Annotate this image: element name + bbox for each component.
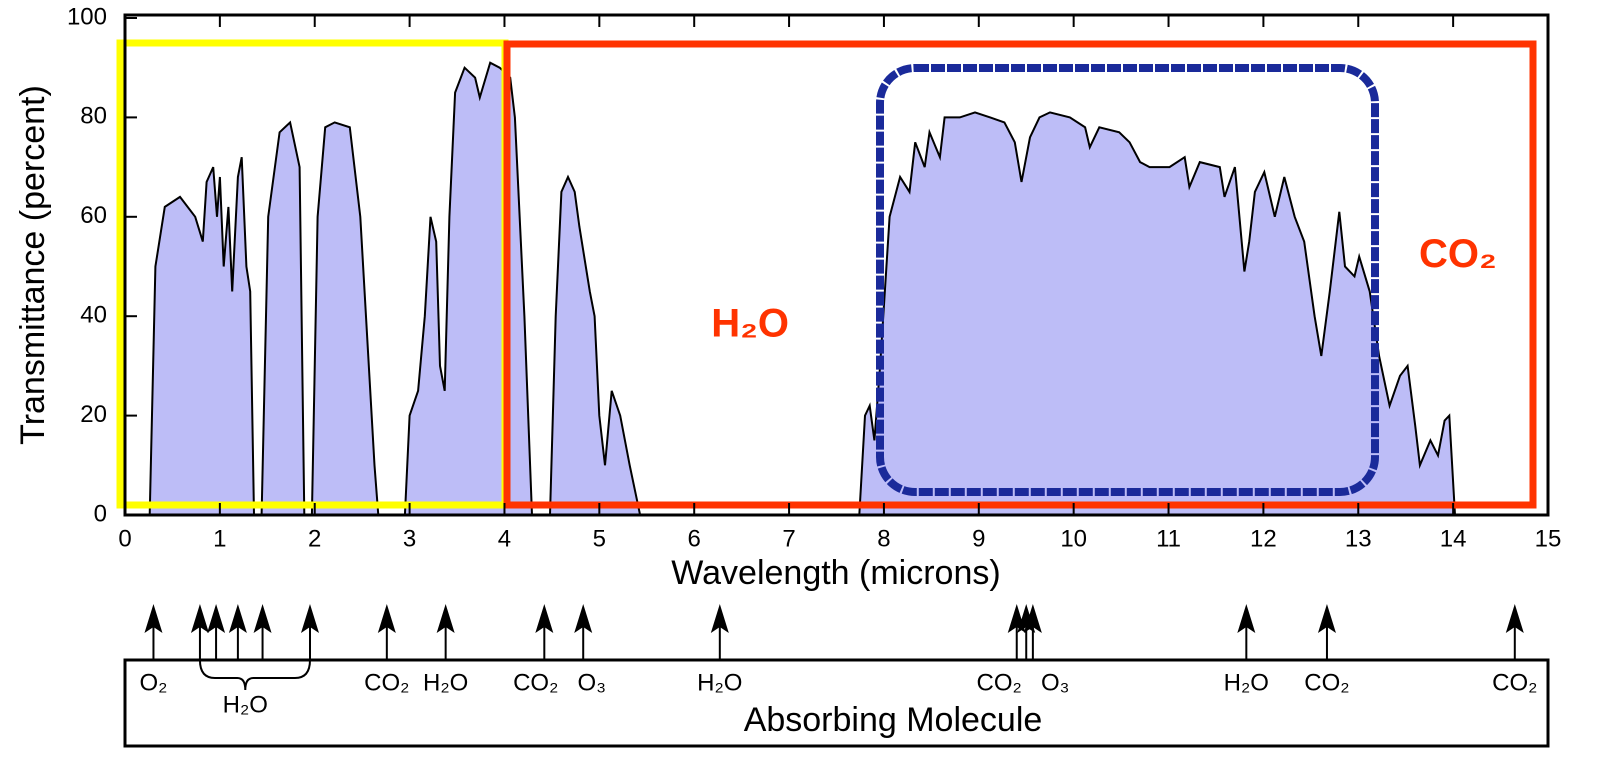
absorber-arrow [1317,604,1336,660]
absorber-arrow [1023,604,1042,660]
y-tick-label: 20 [80,401,107,428]
y-axis-title: Transmittance (percent) [14,85,52,445]
absorber-arrow [436,604,455,660]
molecule-box [123,658,1550,748]
x-tick-label: 2 [308,525,321,552]
x-tick-label: 14 [1440,525,1467,552]
absorber-arrow [574,604,593,660]
plot [148,61,1456,516]
x-tick-label: 12 [1250,525,1277,552]
x-tick-label: 6 [688,525,701,552]
absorber-arrow [1237,604,1256,660]
absorber-label: CO₂ [1492,669,1537,696]
annotation: H₂O [711,302,789,346]
x-tick-label: 8 [877,525,890,552]
brace [198,659,311,691]
y-tick-label: 80 [80,103,107,130]
absorber-arrow [377,604,396,660]
absorber-label: H₂O [697,669,742,696]
plot-frame [123,13,1550,517]
arrow-head [436,604,455,633]
absorber-label: CO₂ [364,669,409,696]
y-tick-label: 60 [80,202,107,229]
highlight-box [503,40,1537,509]
arrow-head [574,604,593,633]
absorber-label: H₂O [223,691,268,718]
x-tick-label: 1 [213,525,226,552]
x-axis-title: Wavelength (microns) [671,554,1000,592]
absorber-label: O₂ [139,669,167,696]
absorber-label: H₂O [423,669,468,696]
arrow-head [253,604,272,633]
arrow-head [228,604,247,633]
absorber-arrow [1007,604,1026,660]
absorber-label: CO₂ [513,669,558,696]
x-tick-label: 5 [593,525,606,552]
absorber-label: CO₂ [977,669,1022,696]
arrow-head [207,604,226,633]
annotation: CO₂ [1419,232,1497,276]
arrow-head [1505,604,1524,633]
absorber-arrow [207,604,226,660]
absorber-arrow [190,604,209,660]
arrow-head [535,604,554,633]
absorber-arrow [710,604,729,660]
x-tick-label: 13 [1345,525,1372,552]
molecule-title: Absorbing Molecule [744,701,1043,739]
arrow-head [190,604,209,633]
arrow-head [1237,604,1256,633]
arrow-head [710,604,729,633]
x-tick-label: 3 [403,525,416,552]
x-tick-label: 9 [972,525,985,552]
arrow-head [1317,604,1336,633]
x-tick-label: 4 [498,525,511,552]
x-tick-label: 15 [1535,525,1562,552]
arrow-head [300,604,319,633]
absorber-label: O₃ [1041,669,1069,696]
absorber-arrow [144,604,163,660]
x-tick-label: 10 [1060,525,1087,552]
absorber-label: O₃ [578,669,606,696]
absorber-arrow [535,604,554,660]
absorber-arrow [253,604,272,660]
y-tick-label: 100 [67,3,107,30]
arrow-head [144,604,163,633]
x-tick-label: 11 [1156,525,1181,552]
absorber-label: H₂O [1224,669,1269,696]
absorber-arrow [228,604,247,660]
x-tick-label: 0 [118,525,131,552]
highlight-box [876,64,1379,496]
absorber-label: CO₂ [1304,669,1349,696]
arrow-head [377,604,396,633]
absorber-arrow [1505,604,1524,660]
absorber-arrow [300,604,319,660]
y-tick-label: 0 [94,500,107,527]
x-tick-label: 7 [782,525,795,552]
y-tick-label: 40 [80,302,107,329]
area-fill [149,62,1456,515]
arrow-head [1023,604,1042,633]
